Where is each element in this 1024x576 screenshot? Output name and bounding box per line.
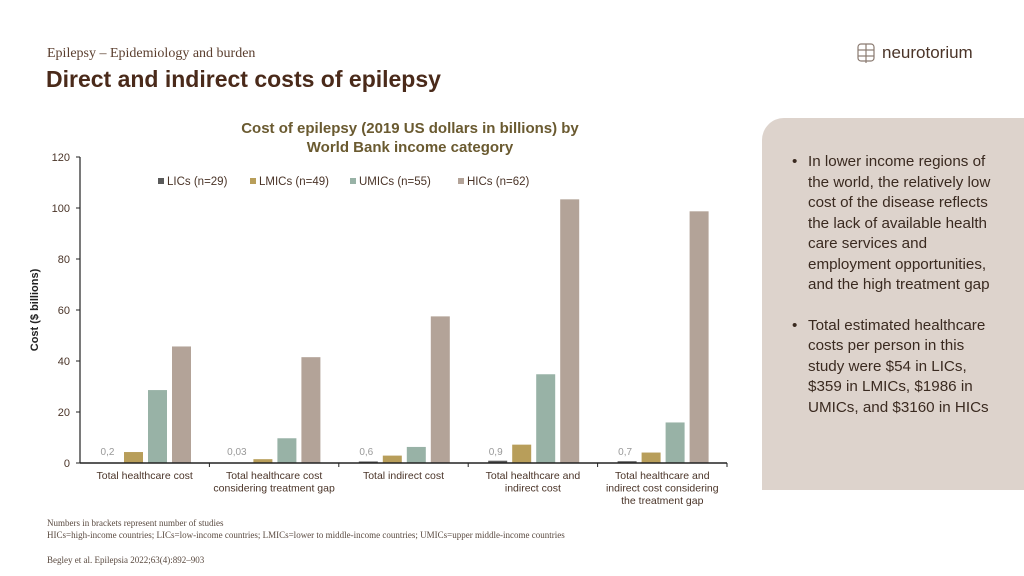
bar-hics [560,199,580,463]
x-tick-label: the treatment gap [621,495,703,507]
y-tick-label: 60 [58,305,70,317]
bar-lmics [512,444,532,463]
bullet-point: In lower income regions of the world, th… [792,152,1002,296]
bar-umics [536,374,556,463]
bar-hics [172,346,191,463]
x-tick-label: indirect cost [505,483,561,495]
legend-item: UMICs (n=55) [359,176,431,188]
y-tick-label: 0 [64,458,70,470]
legend-swatch [250,178,256,184]
legend-swatch [158,178,164,184]
bar-lics [617,461,637,463]
bar-hics [301,357,321,463]
bar-umics [148,390,167,463]
x-tick-label: Total indirect cost [363,470,444,482]
data-label: 0,6 [359,447,373,458]
legend-item: LMICs (n=49) [259,176,329,188]
x-tick-label: Total healthcare cost [226,470,322,482]
chart-title-line: World Bank income category [306,139,514,156]
bar-umics [665,422,685,463]
y-tick-label: 80 [58,254,70,266]
y-tick-label: 40 [58,356,70,368]
brain-logo-icon [857,43,875,63]
data-label: 0,03 [227,447,247,458]
bullet-point: Total estimated healthcare costs per per… [792,316,1002,419]
logo-text: neurotorium [882,43,973,62]
data-label: 0,7 [618,447,632,458]
footnotes: Numbers in brackets represent number of … [47,517,565,541]
bar-lmics [124,452,143,463]
legend-swatch [350,178,356,184]
x-tick-label: indirect cost considering [606,483,719,495]
bar-lmics [382,455,402,463]
footnote: Numbers in brackets represent number of … [47,518,224,528]
legend-item: HICs (n=62) [467,176,529,188]
y-axis-label: Cost ($ billions) [29,268,41,351]
bar-umics [277,438,297,463]
x-tick-label: Total healthcare cost [97,470,193,482]
bar-lmics [641,452,661,463]
bar-chart: 0 20 40 60 80 100 120 0,2 0,03 0,6 0,9 0,7 Total hea… [29,152,728,507]
bar-hics [430,316,450,463]
y-tick-label: 100 [52,203,70,215]
citation: Begley et al. Epilepsia 2022;63(4):892–9… [47,555,205,565]
legend-item: LICs (n=29) [167,176,228,188]
logo: neurotorium [856,42,973,64]
chart-title-line: Cost of epilepsy (2019 US dollars in bil… [241,120,579,137]
bar-lmics [253,459,273,463]
data-label: 0,9 [489,447,503,458]
legend-swatch [458,178,464,184]
footnote: HICs=high-income countries; LICs=low-inc… [47,530,565,540]
x-tick-label: Total healthcare and [486,470,581,482]
y-tick-label: 20 [58,407,70,419]
chart-title: Cost of epilepsy (2019 US dollars in bil… [180,119,640,157]
section-subtitle: Epilepsy – Epidemiology and burden [47,46,256,61]
bar-lics [358,461,378,463]
page-title: Direct and indirect costs of epilepsy [46,66,441,92]
x-tick-label: Total healthcare and [615,470,710,482]
x-tick-label: considering treatment gap [213,483,335,495]
data-label: 0,2 [101,447,115,458]
bar-hics [689,211,709,463]
y-tick-label: 120 [52,152,70,164]
key-points-panel: In lower income regions of the world, th… [762,118,1024,490]
bar-lics [488,460,508,463]
bar-umics [406,446,426,463]
